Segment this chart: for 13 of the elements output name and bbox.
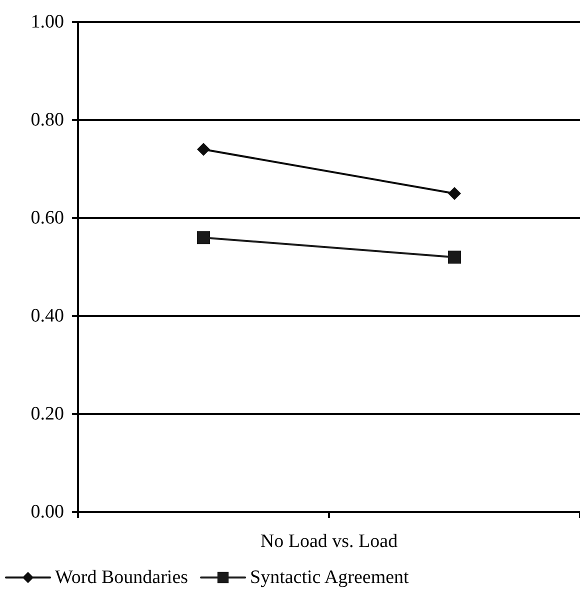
y-tick-label: 0.40 — [30, 306, 64, 326]
y-tick-label: 0.80 — [30, 110, 64, 130]
point — [448, 187, 461, 200]
point — [448, 250, 461, 264]
point — [197, 142, 210, 156]
y-tick-label: 0.00 — [30, 502, 64, 522]
legend-label: Syntactic Agreement — [250, 567, 410, 588]
y-tick-label: 1.00 — [30, 12, 64, 32]
point — [197, 231, 210, 244]
y-tick-label: 0.60 — [30, 208, 64, 228]
legend-label: Word Boundaries — [55, 567, 188, 588]
y-tick-label: 0.20 — [30, 404, 64, 424]
x-axis-title: No Load vs. Load — [260, 531, 398, 552]
